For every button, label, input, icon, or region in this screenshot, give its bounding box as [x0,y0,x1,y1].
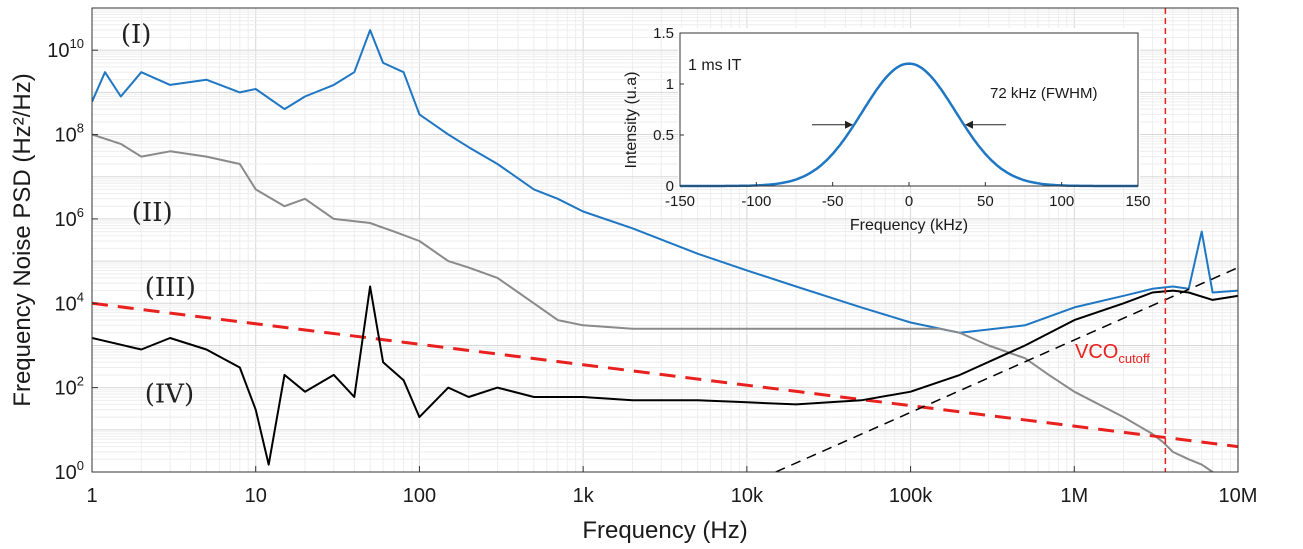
main-plot-frame [91,7,1239,473]
y-tick-base: 10 [55,125,77,147]
inset-y-tick-label: 0.5 [653,127,674,144]
inset-x-axis-label: Frequency (kHz) [850,217,968,234]
inset-fwhm-label: 72 kHz (FWHM) [990,85,1098,102]
x-tick-label: 1k [573,485,595,507]
y-tick-exponent: 0 [77,458,84,473]
vco-label-sub: cutoff [1118,351,1150,366]
series-line-3 [92,301,1238,449]
vco-cutoff-label: VCOcutoff [1075,341,1150,366]
inset-y-axis-label: Intensity (u.a) [623,72,640,169]
x-tick-label: 1 [86,485,97,507]
x-tick-label: 1M [1060,485,1088,507]
series-label-2: (II) [132,198,173,228]
y-tick-label: 100 [55,458,84,484]
series-line-1 [92,29,1238,334]
y-tick-base: 10 [55,462,77,484]
y-tick-base: 10 [55,378,77,400]
y-tick-label: 102 [55,374,84,400]
inset-y-tick-label: 1 [666,76,674,93]
series-label-1: (I) [121,20,152,50]
x-tick-label: 10 [245,485,267,507]
inset-x-tick-label: 100 [1049,193,1074,210]
inset-x-tick-label: -150 [665,193,695,210]
y-tick-label: 104 [55,289,84,315]
inset-x-tick-label: -100 [741,193,771,210]
y-tick-base: 10 [55,293,77,315]
series-line-4 [92,285,1238,466]
x-axis-label: Frequency (Hz) [582,517,747,544]
y-tick-label: 106 [55,205,84,231]
inset-y-tick-label: 1.5 [653,25,674,42]
fwhm-arrowhead-left [845,120,854,129]
series-label-4: (IV) [145,379,194,409]
inset-x-tick-label: 150 [1125,193,1150,210]
y-tick-base: 10 [55,209,77,231]
inset-x-tick-label: -50 [822,193,844,210]
fwhm-arrows [812,120,1006,129]
x-tick-label: 100 [403,485,436,507]
x-tick-label: 100k [889,485,933,507]
y-tick-exponent: 4 [77,289,84,304]
inset-x-ticks: -150 -100 -50 0 50 100 150 [665,182,1151,210]
y-tick-label: 1010 [47,36,84,62]
fwhm-arrowhead-right [964,120,973,129]
inset-x-tick-label: 50 [977,193,994,210]
vco-label-main: VCO [1075,341,1118,363]
x-tick-label: 10k [731,485,764,507]
y-tick-exponent: 6 [77,205,84,220]
inset-x-tick-label: 0 [905,193,913,210]
series-label-3: (III) [145,273,196,303]
main-x-ticks: 1 10 100 1k 10k 100k 1M 10M [86,466,1257,507]
y-tick-exponent: 10 [70,36,84,51]
main-series [92,8,1238,472]
y-tick-exponent: 2 [77,374,84,389]
inset-it-label: 1 ms IT [688,57,742,74]
inset-y-ticks: 0 0.5 1 1.5 [653,25,684,195]
inset-y-tick-label: 0 [666,178,674,195]
y-axis-label: Frequency Noise PSD (Hz²/Hz) [9,73,36,406]
series-labels: (I) (II) (III) (IV) [121,20,196,410]
x-tick-label: 10M [1219,485,1258,507]
y-tick-base: 10 [47,40,69,62]
series-line-2 [92,133,1216,472]
inset-background [678,28,1140,186]
y-tick-exponent: 8 [77,121,84,136]
y-tick-label: 108 [55,121,84,147]
